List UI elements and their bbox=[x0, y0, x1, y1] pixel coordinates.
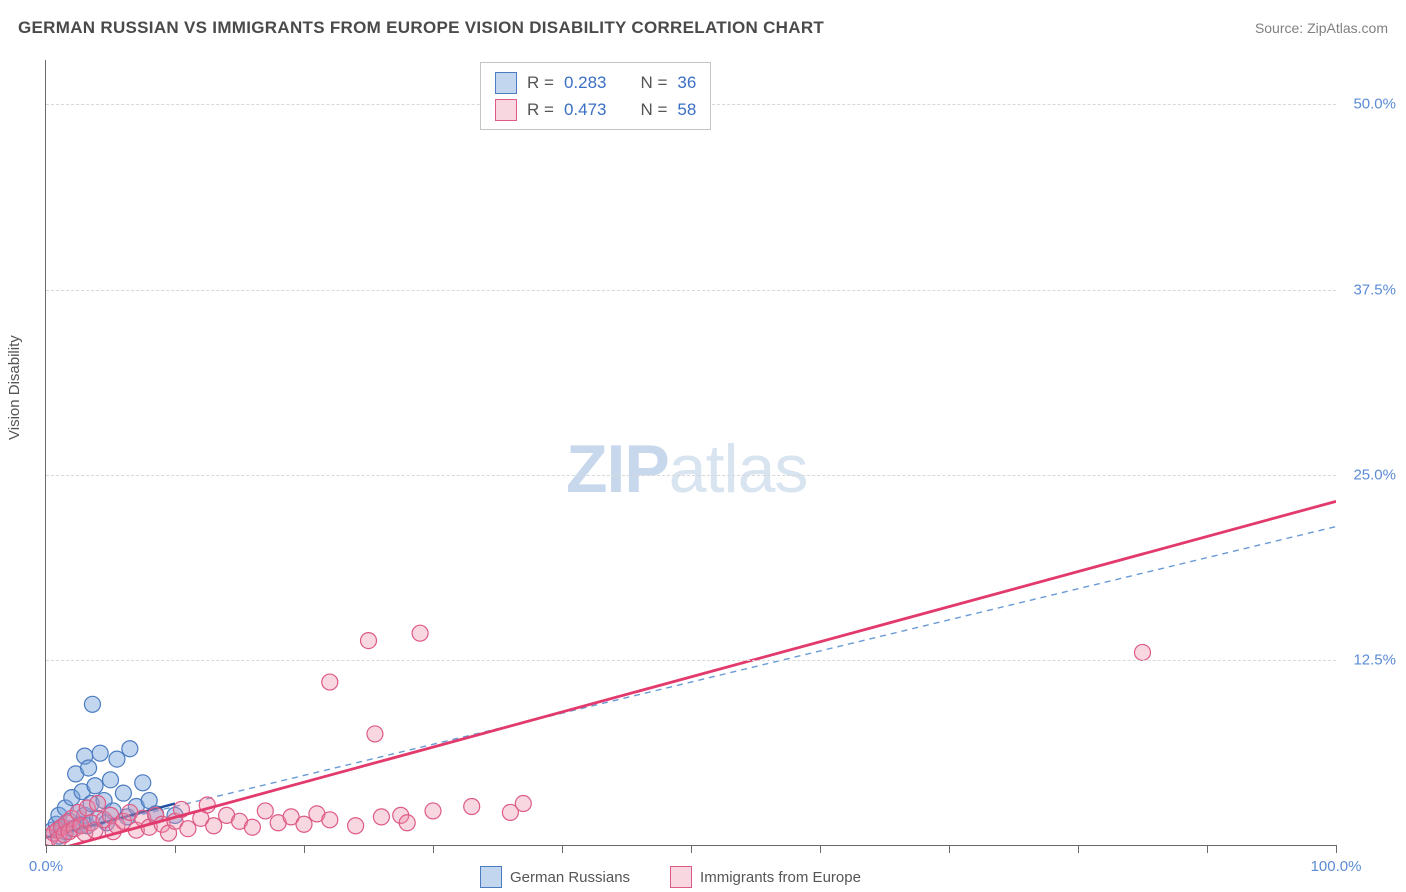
data-point bbox=[322, 674, 338, 690]
data-point bbox=[180, 821, 196, 837]
x-tick bbox=[433, 845, 434, 853]
data-point bbox=[206, 818, 222, 834]
r-label: R = bbox=[527, 96, 554, 123]
gridline bbox=[46, 660, 1336, 661]
data-point bbox=[84, 696, 100, 712]
data-point bbox=[135, 775, 151, 791]
trend-line bbox=[46, 501, 1336, 845]
legend-label: Immigrants from Europe bbox=[700, 869, 861, 886]
x-tick bbox=[1078, 845, 1079, 853]
data-point bbox=[296, 816, 312, 832]
legend-swatch bbox=[670, 866, 692, 888]
n-value: 36 bbox=[677, 69, 696, 96]
x-tick bbox=[691, 845, 692, 853]
data-point bbox=[92, 745, 108, 761]
x-tick bbox=[562, 845, 563, 853]
x-tick bbox=[304, 845, 305, 853]
r-label: R = bbox=[527, 69, 554, 96]
legend-label: German Russians bbox=[510, 869, 630, 886]
source-attribution: Source: ZipAtlas.com bbox=[1255, 20, 1388, 36]
data-point bbox=[87, 778, 103, 794]
chart-svg bbox=[46, 60, 1336, 845]
legend-item: Immigrants from Europe bbox=[670, 866, 861, 888]
r-value: 0.473 bbox=[564, 96, 607, 123]
x-tick bbox=[46, 845, 47, 853]
series-swatch bbox=[495, 99, 517, 121]
plot-area: ZIPatlas 12.5%25.0%37.5%50.0%0.0%100.0% bbox=[45, 60, 1336, 846]
data-point bbox=[1135, 644, 1151, 660]
data-point bbox=[348, 818, 364, 834]
data-point bbox=[515, 796, 531, 812]
data-point bbox=[103, 772, 119, 788]
data-point bbox=[109, 751, 125, 767]
x-tick bbox=[949, 845, 950, 853]
x-tick-label: 0.0% bbox=[29, 858, 63, 875]
legend-swatch bbox=[480, 866, 502, 888]
r-value: 0.283 bbox=[564, 69, 607, 96]
x-tick bbox=[1336, 845, 1337, 853]
n-value: 58 bbox=[677, 96, 696, 123]
x-tick bbox=[1207, 845, 1208, 853]
trend-line-dashed bbox=[46, 527, 1336, 838]
data-point bbox=[90, 796, 106, 812]
data-point bbox=[399, 815, 415, 831]
data-point bbox=[412, 625, 428, 641]
n-label: N = bbox=[640, 69, 667, 96]
y-tick-label: 37.5% bbox=[1353, 281, 1396, 298]
title-bar: GERMAN RUSSIAN VS IMMIGRANTS FROM EUROPE… bbox=[18, 18, 1388, 38]
y-tick-label: 25.0% bbox=[1353, 466, 1396, 483]
chart-title: GERMAN RUSSIAN VS IMMIGRANTS FROM EUROPE… bbox=[18, 18, 824, 38]
data-point bbox=[244, 819, 260, 835]
data-point bbox=[373, 809, 389, 825]
data-point bbox=[115, 785, 131, 801]
data-point bbox=[367, 726, 383, 742]
data-point bbox=[361, 633, 377, 649]
x-tick bbox=[175, 845, 176, 853]
data-point bbox=[257, 803, 273, 819]
stats-box: R = 0.283 N = 36 R = 0.473 N = 58 bbox=[480, 62, 711, 130]
n-label: N = bbox=[640, 96, 667, 123]
y-tick-label: 50.0% bbox=[1353, 96, 1396, 113]
series-swatch bbox=[495, 72, 517, 94]
gridline bbox=[46, 290, 1336, 291]
data-point bbox=[81, 760, 97, 776]
legend-item: German Russians bbox=[480, 866, 630, 888]
y-tick-label: 12.5% bbox=[1353, 651, 1396, 668]
data-point bbox=[464, 798, 480, 814]
y-axis-label: Vision Disability bbox=[6, 335, 23, 440]
gridline bbox=[46, 475, 1336, 476]
data-point bbox=[425, 803, 441, 819]
data-point bbox=[322, 812, 338, 828]
x-tick bbox=[820, 845, 821, 853]
x-tick-label: 100.0% bbox=[1311, 858, 1362, 875]
data-point bbox=[122, 741, 138, 757]
stats-row: R = 0.283 N = 36 bbox=[495, 69, 696, 96]
legend-bottom: German Russians Immigrants from Europe bbox=[480, 866, 861, 888]
stats-row: R = 0.473 N = 58 bbox=[495, 96, 696, 123]
